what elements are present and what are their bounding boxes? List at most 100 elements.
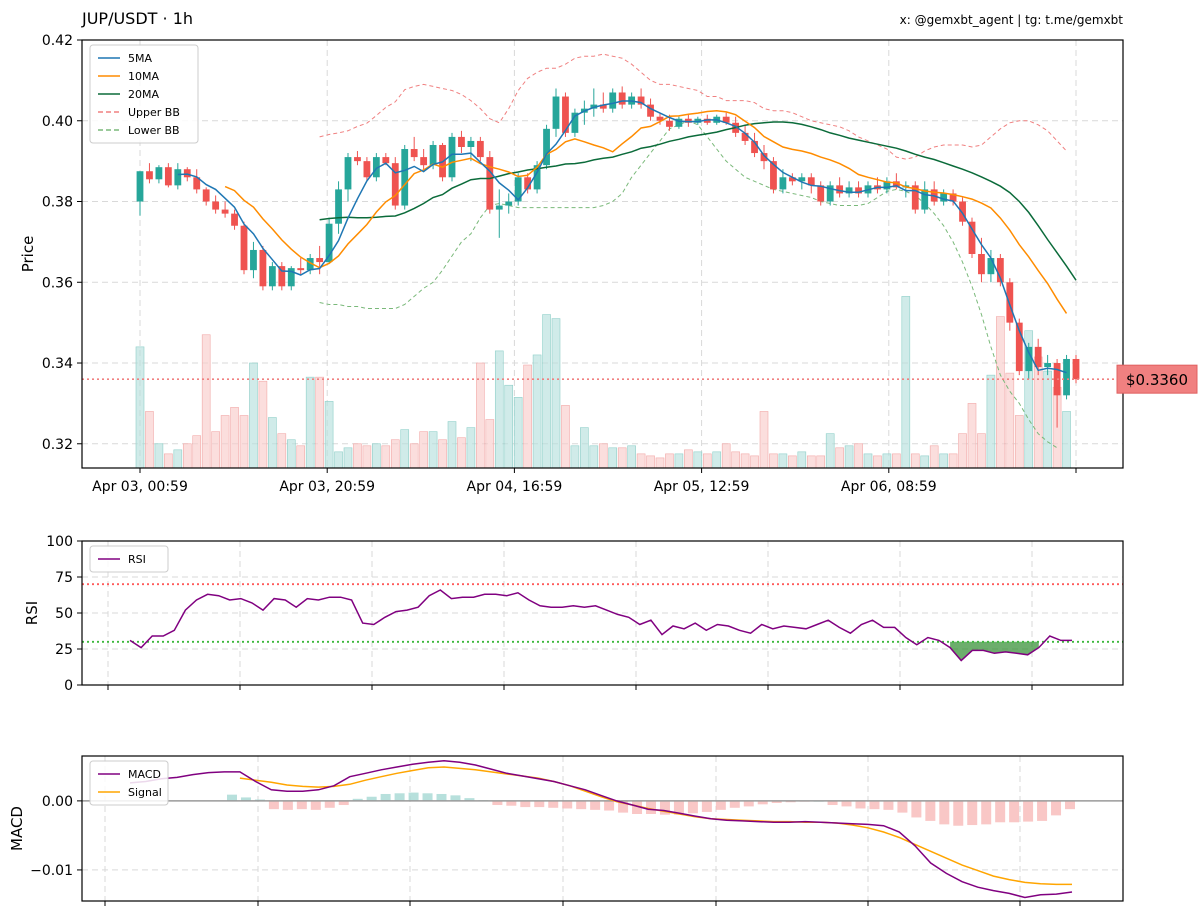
volume-bar <box>929 445 939 469</box>
volume-bar <box>806 455 816 469</box>
volume-bar <box>353 443 362 469</box>
macd-legend-label-0: MACD <box>128 768 161 781</box>
candle-body <box>1072 358 1080 380</box>
volume-bar <box>882 453 892 469</box>
price-legend-label-2: 20MA <box>128 88 159 101</box>
candle-body <box>788 177 796 182</box>
volume-bar <box>182 443 192 469</box>
candle-body <box>448 136 456 178</box>
volume-bar <box>627 445 636 469</box>
macd-legend-box <box>89 760 169 806</box>
macd-histogram-bar <box>981 800 992 825</box>
volume-bar <box>542 314 551 469</box>
macd-histogram-bar <box>897 800 908 813</box>
volume-bar <box>769 453 778 469</box>
volume-bar <box>466 427 476 469</box>
volume-bar <box>778 453 788 469</box>
volume-bar <box>684 449 693 469</box>
macd-histogram-bar <box>310 800 321 810</box>
candle-body <box>136 171 144 202</box>
macd-ytick-label-1: −0.01 <box>30 863 73 879</box>
volume-bar <box>797 451 807 469</box>
macd-histogram-bar <box>562 800 573 809</box>
rsi-ytick-label-3: 75 <box>55 570 73 586</box>
candle-body <box>959 201 966 222</box>
signal-line <box>239 766 1072 886</box>
volume-bar <box>958 433 967 469</box>
rsi-legend-label-0: RSI <box>128 553 146 566</box>
candle-body <box>495 205 503 210</box>
macd-histogram-bar <box>757 800 768 805</box>
volume-bar <box>721 443 731 469</box>
rsi-legend-box <box>89 545 169 573</box>
macd-histogram-bar <box>436 793 447 801</box>
volume-bar <box>201 334 211 469</box>
macd-histogram-bar <box>520 800 531 808</box>
price-ytick-label-2: 0.36 <box>42 275 73 291</box>
credits-text: x: @gemxbt_agent | tg: t.me/gemxbt <box>900 13 1124 27</box>
candle-body <box>552 96 560 129</box>
candle-body <box>524 177 532 190</box>
volume-bar <box>343 447 353 469</box>
candle-body <box>268 266 276 287</box>
macd-histogram-bar <box>227 794 237 801</box>
macd-histogram-bar <box>618 800 629 813</box>
macd-histogram-bar <box>743 800 754 807</box>
macd-axis-label: MACD <box>8 806 26 851</box>
volume-bar <box>551 318 561 469</box>
volume-bar <box>324 401 334 469</box>
price-xtick-label-2: Apr 04, 16:59 <box>467 479 563 495</box>
macd-histogram-bar <box>282 800 293 810</box>
volume-bar <box>665 453 674 469</box>
candle-body <box>514 177 522 202</box>
candle-body <box>883 181 891 190</box>
price-axis-label: Price <box>19 236 37 273</box>
candle-body <box>949 193 957 202</box>
candle-body <box>467 140 475 147</box>
candle-body <box>760 153 768 162</box>
current-price-label: $0.3360 <box>1126 371 1188 389</box>
macd-histogram-bar <box>296 800 307 810</box>
candle-body <box>505 201 513 206</box>
candle-body <box>458 136 465 147</box>
volume-bar <box>873 455 882 469</box>
volume-bar <box>674 453 684 469</box>
volume-bar <box>192 435 202 469</box>
candle-body <box>372 157 380 178</box>
chart-title: JUP/USDT · 1h <box>81 9 193 28</box>
candle-body <box>722 116 730 123</box>
volume-bar <box>844 445 854 469</box>
macd-ytick-label-0: 0.00 <box>42 794 73 810</box>
macd-histogram-bar <box>450 795 461 801</box>
candle-body <box>193 177 201 190</box>
volume-bar <box>239 415 249 469</box>
macd-histogram-bar <box>352 798 363 801</box>
price-ytick-label-0: 0.32 <box>42 437 73 453</box>
candle-body <box>609 92 617 109</box>
macd-histogram-bar <box>701 800 712 812</box>
candle-body <box>562 96 569 133</box>
candle-body <box>996 258 1004 283</box>
volume-bar <box>438 439 447 469</box>
candle-body <box>779 177 787 190</box>
volume-bar <box>731 451 740 469</box>
volume-bar <box>759 411 769 469</box>
price-legend-label-0: 5MA <box>128 52 152 65</box>
candle-body <box>174 169 182 186</box>
candle-body <box>240 225 248 271</box>
volume-bar <box>268 417 277 469</box>
volume-bar <box>362 445 372 469</box>
volume-bar <box>400 429 410 469</box>
price-xtick-label-1: Apr 03, 20:59 <box>279 479 375 495</box>
volume-bar <box>504 384 514 469</box>
macd-histogram-bar <box>1065 800 1075 810</box>
volume-bar <box>570 445 580 469</box>
macd-histogram-bar <box>1023 800 1034 822</box>
macd-histogram-bar <box>324 800 335 808</box>
candle-body <box>826 185 834 202</box>
macd-histogram-bar <box>366 796 377 801</box>
candle-body <box>476 140 484 158</box>
price-ytick-label-1: 0.34 <box>42 356 73 372</box>
